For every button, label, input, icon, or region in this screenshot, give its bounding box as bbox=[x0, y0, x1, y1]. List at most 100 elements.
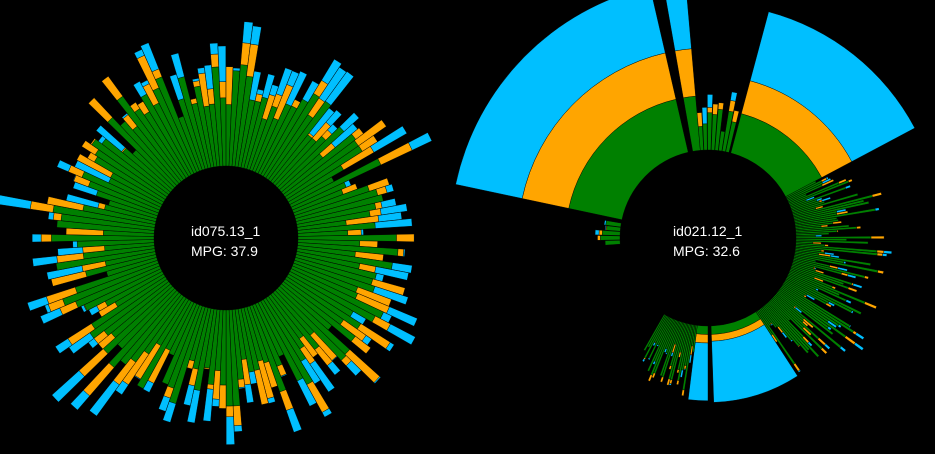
radial-bar bbox=[777, 290, 834, 336]
radial-bar bbox=[785, 277, 854, 314]
radial-bar bbox=[296, 203, 408, 228]
outer-segment-mark bbox=[225, 416, 235, 445]
outer-segment-mark bbox=[824, 251, 835, 256]
outer-segment-mark bbox=[604, 225, 607, 231]
radial-bar bbox=[257, 300, 317, 407]
outer-segment-mark bbox=[47, 211, 55, 221]
inner-segment-mark bbox=[788, 272, 840, 297]
radial-bar bbox=[211, 309, 224, 407]
radial-bar bbox=[785, 278, 836, 307]
radial-bar bbox=[790, 266, 858, 293]
outer-segment-mark bbox=[668, 383, 672, 386]
outer-segment-mark bbox=[679, 369, 684, 378]
radial-bar bbox=[762, 305, 794, 343]
middle-segment-mark bbox=[821, 178, 835, 187]
radial-bar bbox=[297, 211, 403, 231]
middle-segment-mark bbox=[81, 140, 99, 156]
middle-segment-mark bbox=[397, 248, 404, 257]
outer-segment-mark bbox=[853, 342, 864, 351]
radial-bar bbox=[782, 283, 852, 329]
radial-bar bbox=[788, 272, 840, 297]
radial-bar bbox=[217, 45, 227, 167]
middle-segment-mark bbox=[864, 275, 869, 280]
middle-segment-mark bbox=[237, 378, 246, 388]
radial-bar bbox=[792, 193, 859, 215]
radial-bar bbox=[46, 251, 157, 280]
radial-bar bbox=[81, 140, 168, 200]
outer-segment-mark bbox=[249, 70, 262, 101]
radial-bar bbox=[0, 194, 156, 228]
inner-segment-mark bbox=[643, 314, 666, 352]
radial-bar bbox=[714, 102, 724, 151]
middle-segment-mark bbox=[46, 196, 85, 211]
radial-bar bbox=[647, 316, 671, 361]
outer-segment-mark bbox=[275, 67, 293, 97]
radial-bar bbox=[286, 125, 408, 203]
radial-bar bbox=[666, 322, 686, 386]
outer-segment-mark bbox=[408, 132, 433, 151]
center-value: MPG: 32.6 bbox=[673, 243, 740, 259]
outer-segment-mark bbox=[233, 425, 243, 432]
outer-segment-mark bbox=[874, 207, 880, 212]
radial-bar bbox=[88, 97, 177, 188]
outer-segment-mark bbox=[95, 125, 126, 152]
outer-segment-mark bbox=[711, 324, 798, 403]
radial-bar bbox=[44, 262, 160, 314]
radial-bar bbox=[604, 240, 621, 246]
inner-segment-mark bbox=[765, 303, 810, 354]
radial-bar bbox=[257, 99, 301, 176]
middle-segment-mark bbox=[813, 276, 824, 283]
radial-bar bbox=[793, 201, 870, 220]
radial-bar bbox=[676, 323, 691, 385]
outer-segment-mark bbox=[827, 326, 832, 331]
outer-segment-mark bbox=[749, 11, 916, 162]
radial-bar bbox=[46, 196, 157, 225]
radial-bar bbox=[115, 296, 187, 395]
middle-segment-mark bbox=[219, 81, 227, 99]
radial-bar bbox=[781, 284, 865, 340]
radial-bar bbox=[665, 0, 701, 152]
radial-bar bbox=[140, 42, 200, 173]
inner-segment-mark bbox=[795, 238, 847, 242]
radial-bar bbox=[136, 299, 192, 389]
outer-segment-mark bbox=[843, 261, 847, 265]
radial-bar bbox=[770, 298, 828, 355]
outer-segment-mark bbox=[770, 323, 774, 326]
middle-segment-mark bbox=[847, 178, 853, 183]
radial-bar bbox=[297, 233, 415, 242]
outer-segment-mark bbox=[823, 343, 831, 350]
outer-segment-mark bbox=[285, 407, 303, 433]
radial-bar bbox=[170, 52, 209, 170]
outer-segment-mark bbox=[242, 21, 254, 44]
radial-bar bbox=[293, 259, 409, 305]
radial-bar bbox=[791, 200, 825, 213]
radial-bar bbox=[161, 303, 200, 385]
radial-bar bbox=[237, 308, 258, 385]
inner-segment-mark bbox=[791, 200, 825, 213]
radial-bar bbox=[725, 110, 740, 153]
outer-segment-mark bbox=[701, 107, 708, 125]
radial-bar bbox=[133, 49, 197, 174]
radial-bar bbox=[668, 322, 685, 370]
middle-segment-mark bbox=[101, 75, 124, 101]
middle-segment-mark bbox=[347, 229, 362, 236]
inner-segment-mark bbox=[794, 251, 871, 266]
middle-segment-mark bbox=[210, 53, 219, 68]
outer-segment-mark bbox=[798, 345, 801, 348]
outer-segment-mark bbox=[250, 25, 262, 46]
radial-bar bbox=[696, 112, 704, 151]
radial-bar bbox=[787, 178, 835, 203]
inner-segment-mark bbox=[792, 193, 859, 215]
radial-bar bbox=[707, 94, 713, 151]
outer-segment-mark bbox=[321, 58, 342, 85]
outer-segment-mark bbox=[821, 196, 831, 202]
inner-segment-mark bbox=[790, 265, 845, 286]
radial-bar bbox=[647, 317, 673, 372]
radial-bar bbox=[701, 107, 708, 151]
outer-segment-mark bbox=[652, 360, 656, 365]
radial-bar bbox=[98, 273, 166, 318]
inner-segment-mark bbox=[718, 130, 726, 152]
outer-segment-mark bbox=[89, 380, 120, 417]
radial-bar bbox=[209, 42, 224, 167]
outer-segment-mark bbox=[140, 42, 160, 73]
